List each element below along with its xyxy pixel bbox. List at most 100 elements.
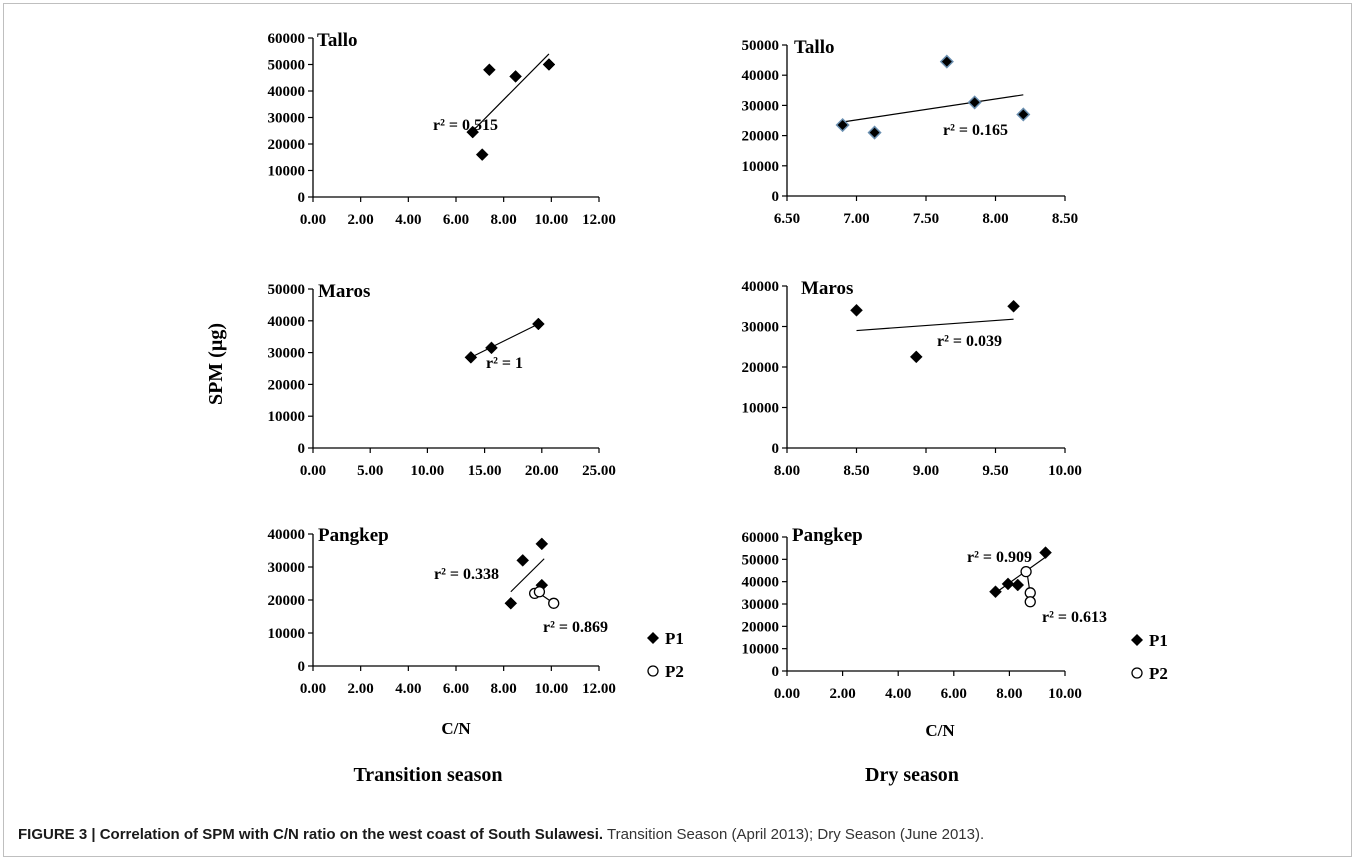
legend-label: P2 xyxy=(1149,664,1168,683)
data-point-diamond xyxy=(483,63,496,77)
trendline xyxy=(510,558,545,593)
data-point-diamond xyxy=(504,596,518,610)
chart-panel-0: 0 10000 20000 30000 40000 50000 60000 0.00 2.00 4… xyxy=(268,30,616,228)
x-tick-label: 2.00 xyxy=(348,681,374,697)
x-tick-label: 6.00 xyxy=(443,681,469,697)
data-point-diamond xyxy=(475,148,489,161)
y-tick-label: 30000 xyxy=(268,111,306,127)
data-point-circle xyxy=(1020,565,1032,578)
y-tick-label: 50000 xyxy=(268,58,306,74)
data-point-diamond xyxy=(466,125,480,139)
y-tick-label: 10000 xyxy=(742,159,780,175)
y-tick-label: 10000 xyxy=(268,626,306,642)
x-tick-label: 8.00 xyxy=(996,686,1022,702)
y-tick-label: 0 xyxy=(298,190,306,206)
x-tick-label: 9.50 xyxy=(982,463,1008,479)
x-tick-label: 12.00 xyxy=(582,212,616,228)
y-tick-label: 10000 xyxy=(742,642,780,658)
x-tick-label: 6.00 xyxy=(941,686,967,702)
data-point-diamond xyxy=(1007,299,1020,313)
x-tick-label: 10.00 xyxy=(411,463,445,479)
data-point-diamond xyxy=(1001,577,1015,591)
legend-label: P1 xyxy=(1149,631,1168,650)
x-tick-label: 8.00 xyxy=(491,681,517,697)
y-tick-label: 30000 xyxy=(268,560,306,576)
figure-frame xyxy=(3,3,1352,857)
data-point-diamond xyxy=(516,554,530,567)
y-tick-label: 30000 xyxy=(742,597,780,613)
y-tick-label: 20000 xyxy=(742,360,780,376)
y-tick-label: 40000 xyxy=(742,575,780,591)
y-tick-label: 20000 xyxy=(742,129,780,145)
y-tick-label: 0 xyxy=(298,441,306,457)
trendline xyxy=(470,323,539,358)
y-tick-label: 40000 xyxy=(268,84,306,100)
y-tick-label: 10000 xyxy=(742,401,780,417)
y-tick-label: 50000 xyxy=(742,552,780,568)
data-point-diamond xyxy=(1039,546,1052,559)
x-tick-label: 15.00 xyxy=(468,463,502,479)
y-tick-label: 20000 xyxy=(268,593,306,609)
x-tick-label: 4.00 xyxy=(885,686,911,702)
data-point-diamond xyxy=(1011,578,1025,592)
column-title-dry: Dry season xyxy=(865,764,959,786)
x-tick-label: 8.00 xyxy=(774,463,800,479)
data-point-circle xyxy=(548,597,560,609)
panel-title: Maros xyxy=(318,281,370,302)
chart-panel-1: 0 10000 20000 30000 40000 50000 6.50 7.00 7.50 8.… xyxy=(742,37,1079,227)
x-tick-label: 10.00 xyxy=(1048,463,1082,479)
x-axis-title-dry: C/N xyxy=(925,721,955,740)
legend-marker-circle xyxy=(1131,667,1143,679)
x-tick-label: 6.50 xyxy=(774,211,800,227)
panel-title: Maros xyxy=(801,278,853,299)
x-tick-label: 2.00 xyxy=(348,212,374,228)
chart-panel-2: 0 10000 20000 30000 40000 50000 0.00 5.00 10.00 1… xyxy=(268,281,616,479)
y-tick-label: 20000 xyxy=(268,377,306,393)
y-tick-label: 30000 xyxy=(742,320,780,336)
x-tick-label: 10.00 xyxy=(534,212,568,228)
data-point-diamond xyxy=(532,317,545,331)
y-tick-label: 0 xyxy=(772,441,780,457)
x-tick-label: 5.00 xyxy=(357,463,383,479)
legend-marker-diamond xyxy=(647,632,659,644)
y-tick-label: 60000 xyxy=(742,530,780,546)
r-squared-label: r² = 0.909 xyxy=(967,549,1032,566)
legend-label: P2 xyxy=(665,662,684,681)
y-tick-label: 40000 xyxy=(268,527,306,543)
x-tick-label: 8.00 xyxy=(982,211,1008,227)
y-tick-label: 10000 xyxy=(268,164,306,180)
caption-text: Transition Season (April 2013); Dry Seas… xyxy=(603,826,985,843)
caption-bold: FIGURE 3 | Correlation of SPM with C/N r… xyxy=(18,826,604,843)
panel-title: Tallo xyxy=(794,37,835,58)
r-squared-label: r² = 0.165 xyxy=(943,122,1008,139)
y-tick-label: 20000 xyxy=(268,137,306,153)
y-tick-label: 40000 xyxy=(742,279,780,295)
y-tick-label: 30000 xyxy=(742,98,780,114)
trendline xyxy=(856,318,1014,332)
chart-panel-4: 0 10000 20000 30000 40000 0.00 2.00 4.00 6.00 8.0… xyxy=(268,525,684,697)
data-point-diamond xyxy=(835,117,850,133)
trendline xyxy=(995,556,1046,594)
data-point-diamond xyxy=(939,54,954,69)
x-tick-label: 10.00 xyxy=(1048,686,1082,702)
x-tick-label: 0.00 xyxy=(774,686,800,702)
chart-panel-3: 0 10000 20000 30000 40000 8.00 8.50 9.00 9.50 10.… xyxy=(742,278,1082,479)
x-tick-label: 4.00 xyxy=(395,681,421,697)
y-tick-label: 20000 xyxy=(742,619,780,635)
r-squared-label: r² = 0.515 xyxy=(433,117,498,134)
y-tick-label: 40000 xyxy=(268,314,306,330)
y-tick-label: 40000 xyxy=(742,68,780,84)
x-tick-label: 8.00 xyxy=(491,212,517,228)
data-point-diamond xyxy=(535,537,549,551)
r-squared-label: r² = 0.039 xyxy=(937,333,1002,350)
y-tick-label: 60000 xyxy=(268,31,306,47)
figure-caption: FIGURE 3 | Correlation of SPM with C/N r… xyxy=(18,826,1338,843)
x-tick-label: 0.00 xyxy=(300,463,326,479)
data-point-diamond xyxy=(967,95,982,110)
data-point-diamond xyxy=(464,351,478,364)
trendline xyxy=(842,94,1024,123)
x-tick-label: 8.50 xyxy=(1052,211,1078,227)
y-tick-label: 0 xyxy=(772,189,780,205)
data-point-circle xyxy=(533,586,546,598)
